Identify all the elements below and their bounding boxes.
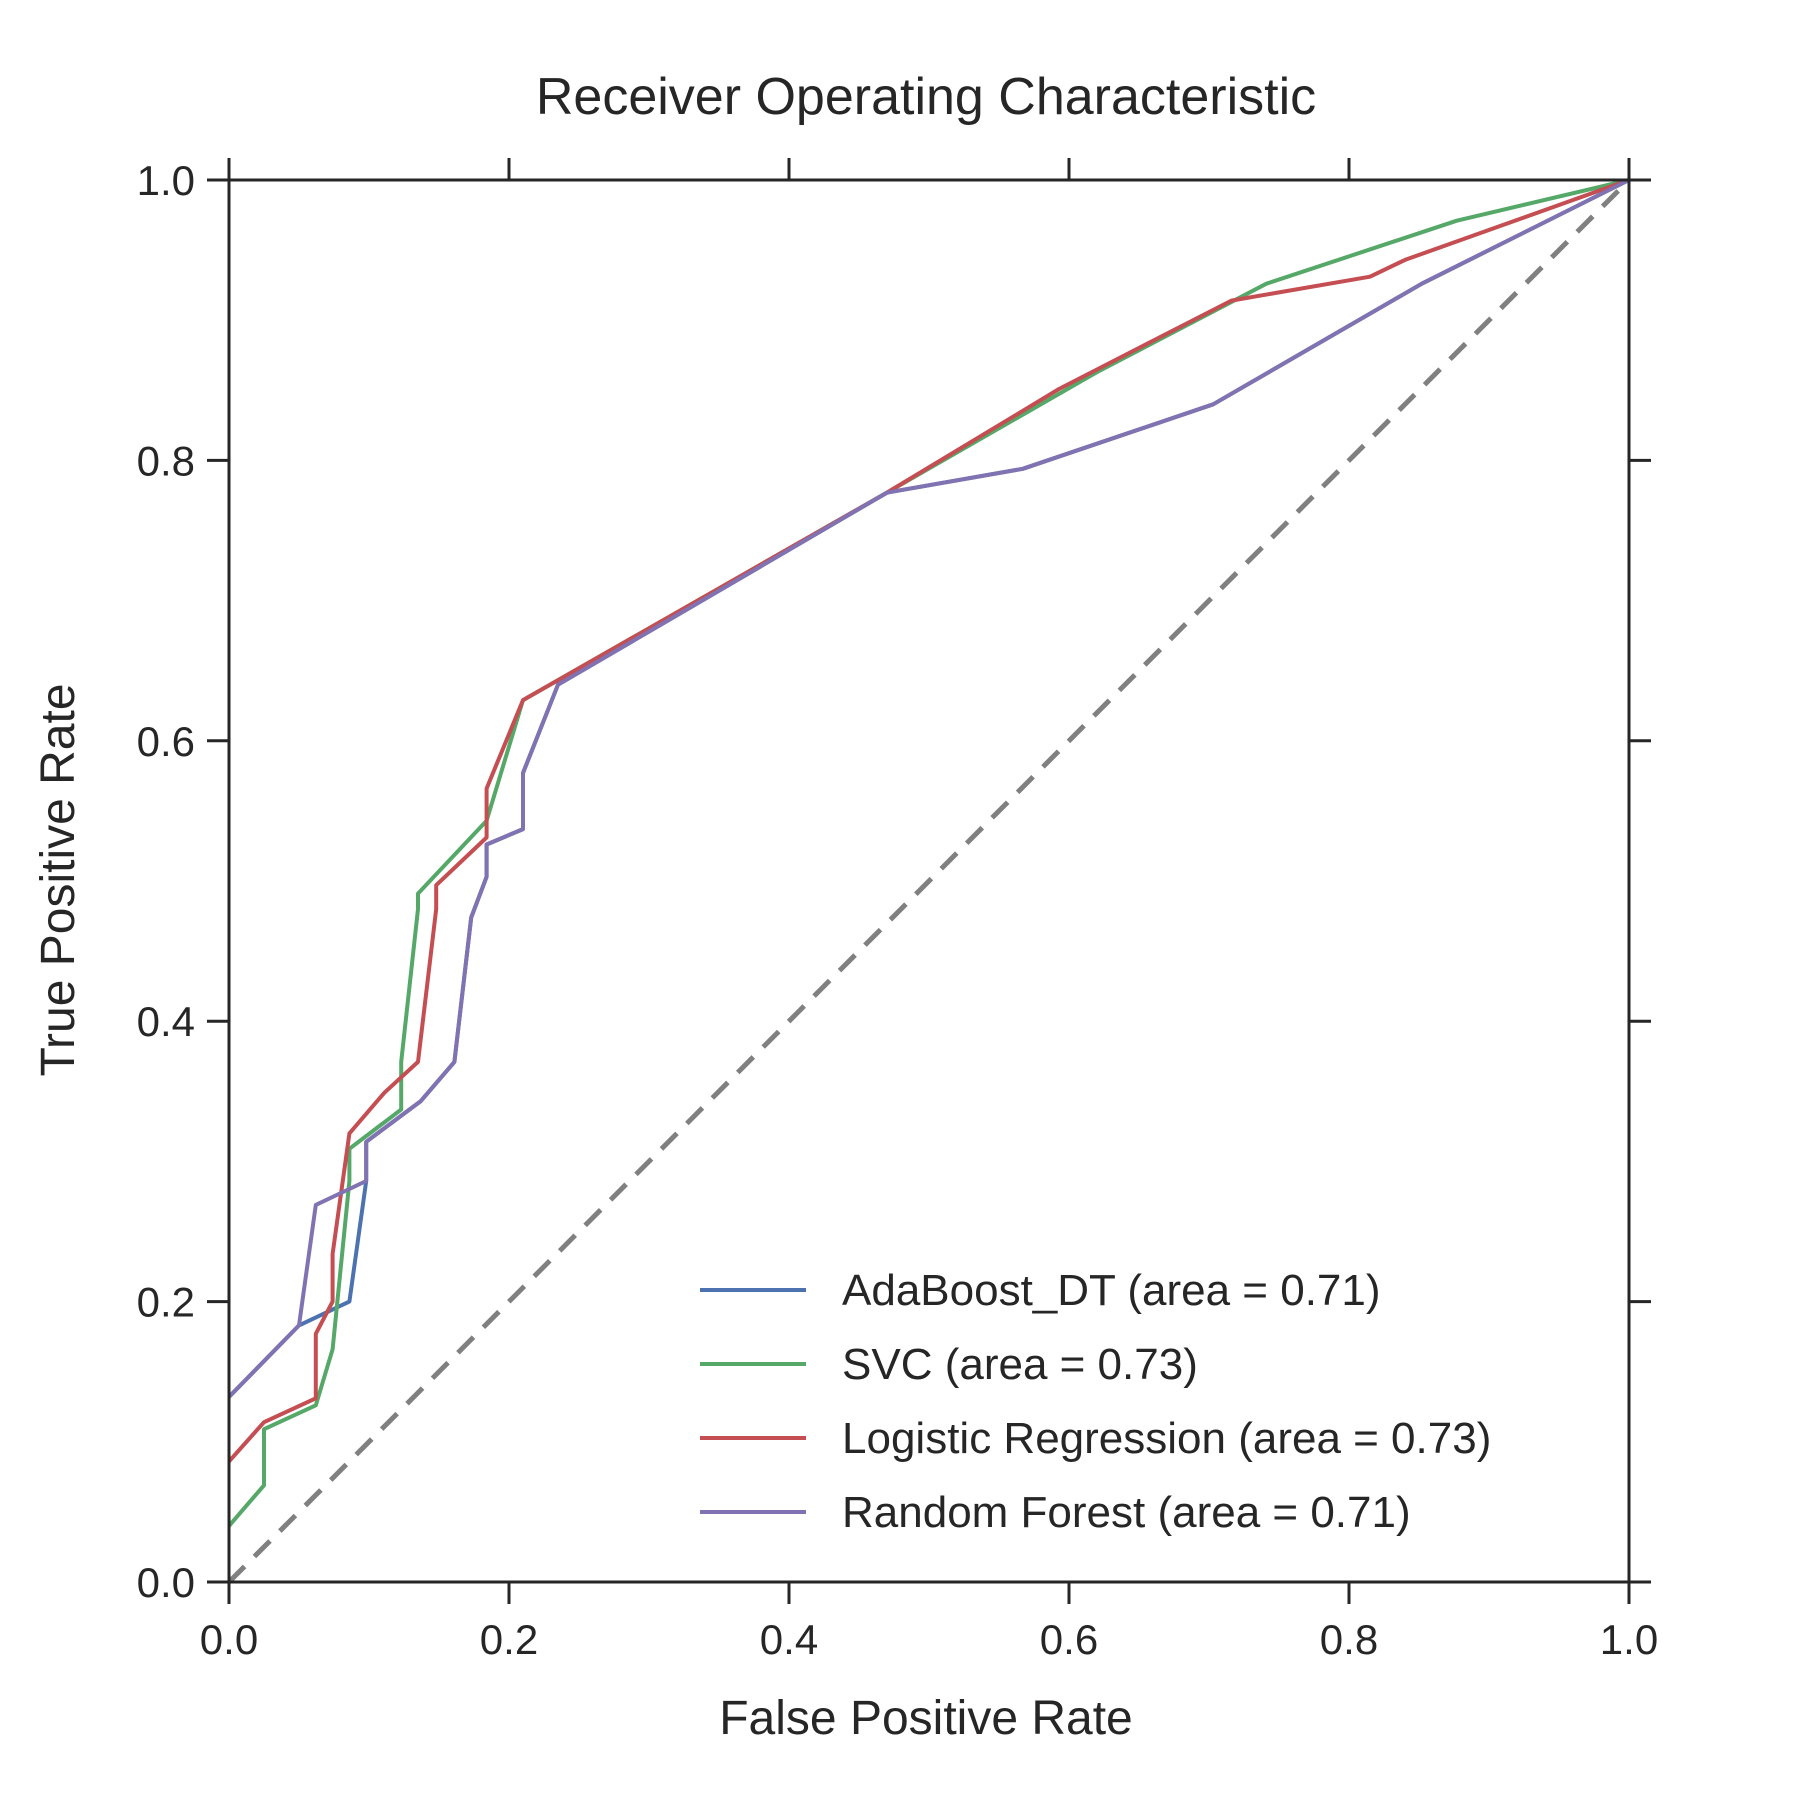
legend: AdaBoost_DT (area = 0.71) SVC (area = 0.7… xyxy=(700,1266,1491,1537)
legend-label-3: Logistic Regression (area = 0.73) xyxy=(842,1414,1491,1463)
x-tick-label: 0.8 xyxy=(1320,1616,1378,1663)
y-tick-label: 0.2 xyxy=(137,1279,195,1326)
series-line-4 xyxy=(227,178,1630,1399)
x-tick-label: 0.4 xyxy=(760,1616,818,1663)
x-tick-label: 1.0 xyxy=(1600,1616,1658,1663)
axis-ticks: 0.0 0.2 0.4 0.6 0.8 1.0 0.0 0.2 0.4 0.6 0.8 1.0 xyxy=(137,157,1659,1663)
series-line-1 xyxy=(227,178,1630,1399)
legend-label-1: AdaBoost_DT (area = 0.71) xyxy=(842,1266,1381,1315)
y-tick-label: 0.0 xyxy=(137,1559,195,1606)
x-tick-label: 0.2 xyxy=(480,1616,538,1663)
y-tick-label: 0.6 xyxy=(137,718,195,765)
chart-title: Receiver Operating Characteristic xyxy=(536,68,1316,126)
y-tick-label: 1.0 xyxy=(137,157,195,204)
legend-label-4: Random Forest (area = 0.71) xyxy=(842,1488,1411,1537)
legend-label-2: SVC (area = 0.73) xyxy=(842,1340,1198,1389)
y-tick-label: 0.4 xyxy=(137,998,195,1045)
x-axis-label: False Positive Rate xyxy=(719,1692,1133,1745)
plot-frame xyxy=(227,178,1631,1584)
chance-diagonal-line xyxy=(227,178,1631,1584)
series-line-2 xyxy=(227,178,1630,1528)
y-tick-label: 0.8 xyxy=(137,437,195,484)
x-tick-label: 0.6 xyxy=(1040,1616,1098,1663)
plot-curves xyxy=(227,178,1631,1584)
y-axis-label: True Positive Rate xyxy=(32,683,85,1076)
series-line-3 xyxy=(227,178,1630,1463)
x-tick-label: 0.0 xyxy=(200,1616,258,1663)
